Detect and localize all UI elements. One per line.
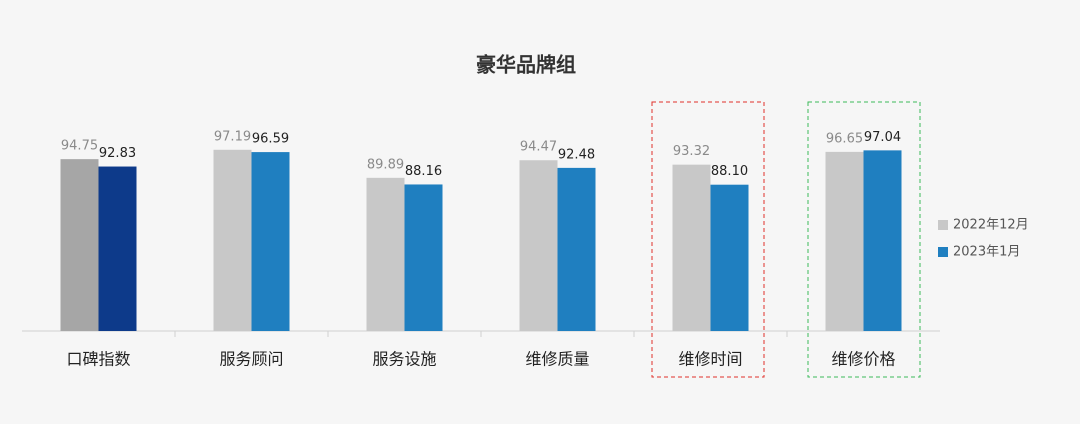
bar [519, 160, 558, 331]
bar [404, 184, 443, 331]
value-label: 88.16 [405, 164, 442, 179]
value-label: 96.59 [252, 132, 289, 147]
x-tick-label: 服务设施 [372, 350, 436, 369]
value-label: 89.89 [367, 157, 404, 172]
value-label: 92.48 [558, 147, 595, 162]
value-label: 92.83 [99, 146, 136, 161]
bar [60, 159, 99, 331]
x-tick-label: 维修质量 [525, 350, 589, 369]
bar [213, 149, 252, 331]
bar [98, 166, 137, 331]
value-label: 97.19 [214, 129, 251, 144]
value-label: 96.65 [826, 131, 863, 146]
legend-swatch [938, 247, 948, 257]
x-tick-label: 口碑指数 [66, 350, 130, 369]
bar [672, 164, 711, 331]
highlight-box [651, 101, 765, 378]
legend-label: 2022年12月 [953, 218, 1029, 233]
x-tick-label: 维修价格 [831, 350, 895, 369]
value-label: 93.32 [673, 144, 710, 159]
legend-label: 2023年1月 [953, 245, 1020, 260]
bar [251, 152, 290, 331]
value-label: 97.04 [864, 130, 901, 145]
legend-swatch [938, 220, 948, 230]
chart-title: 豪华品牌组 [476, 53, 576, 77]
value-label: 94.47 [520, 140, 557, 155]
value-label: 94.75 [61, 139, 98, 154]
bar [825, 151, 864, 331]
x-tick-label: 服务顾问 [219, 350, 283, 369]
bar [366, 177, 405, 331]
bar [863, 150, 902, 331]
x-tick-label: 维修时间 [678, 350, 742, 369]
value-label: 88.10 [711, 164, 748, 179]
bar [557, 167, 596, 331]
highlight-box [807, 101, 921, 378]
bar [710, 184, 749, 331]
